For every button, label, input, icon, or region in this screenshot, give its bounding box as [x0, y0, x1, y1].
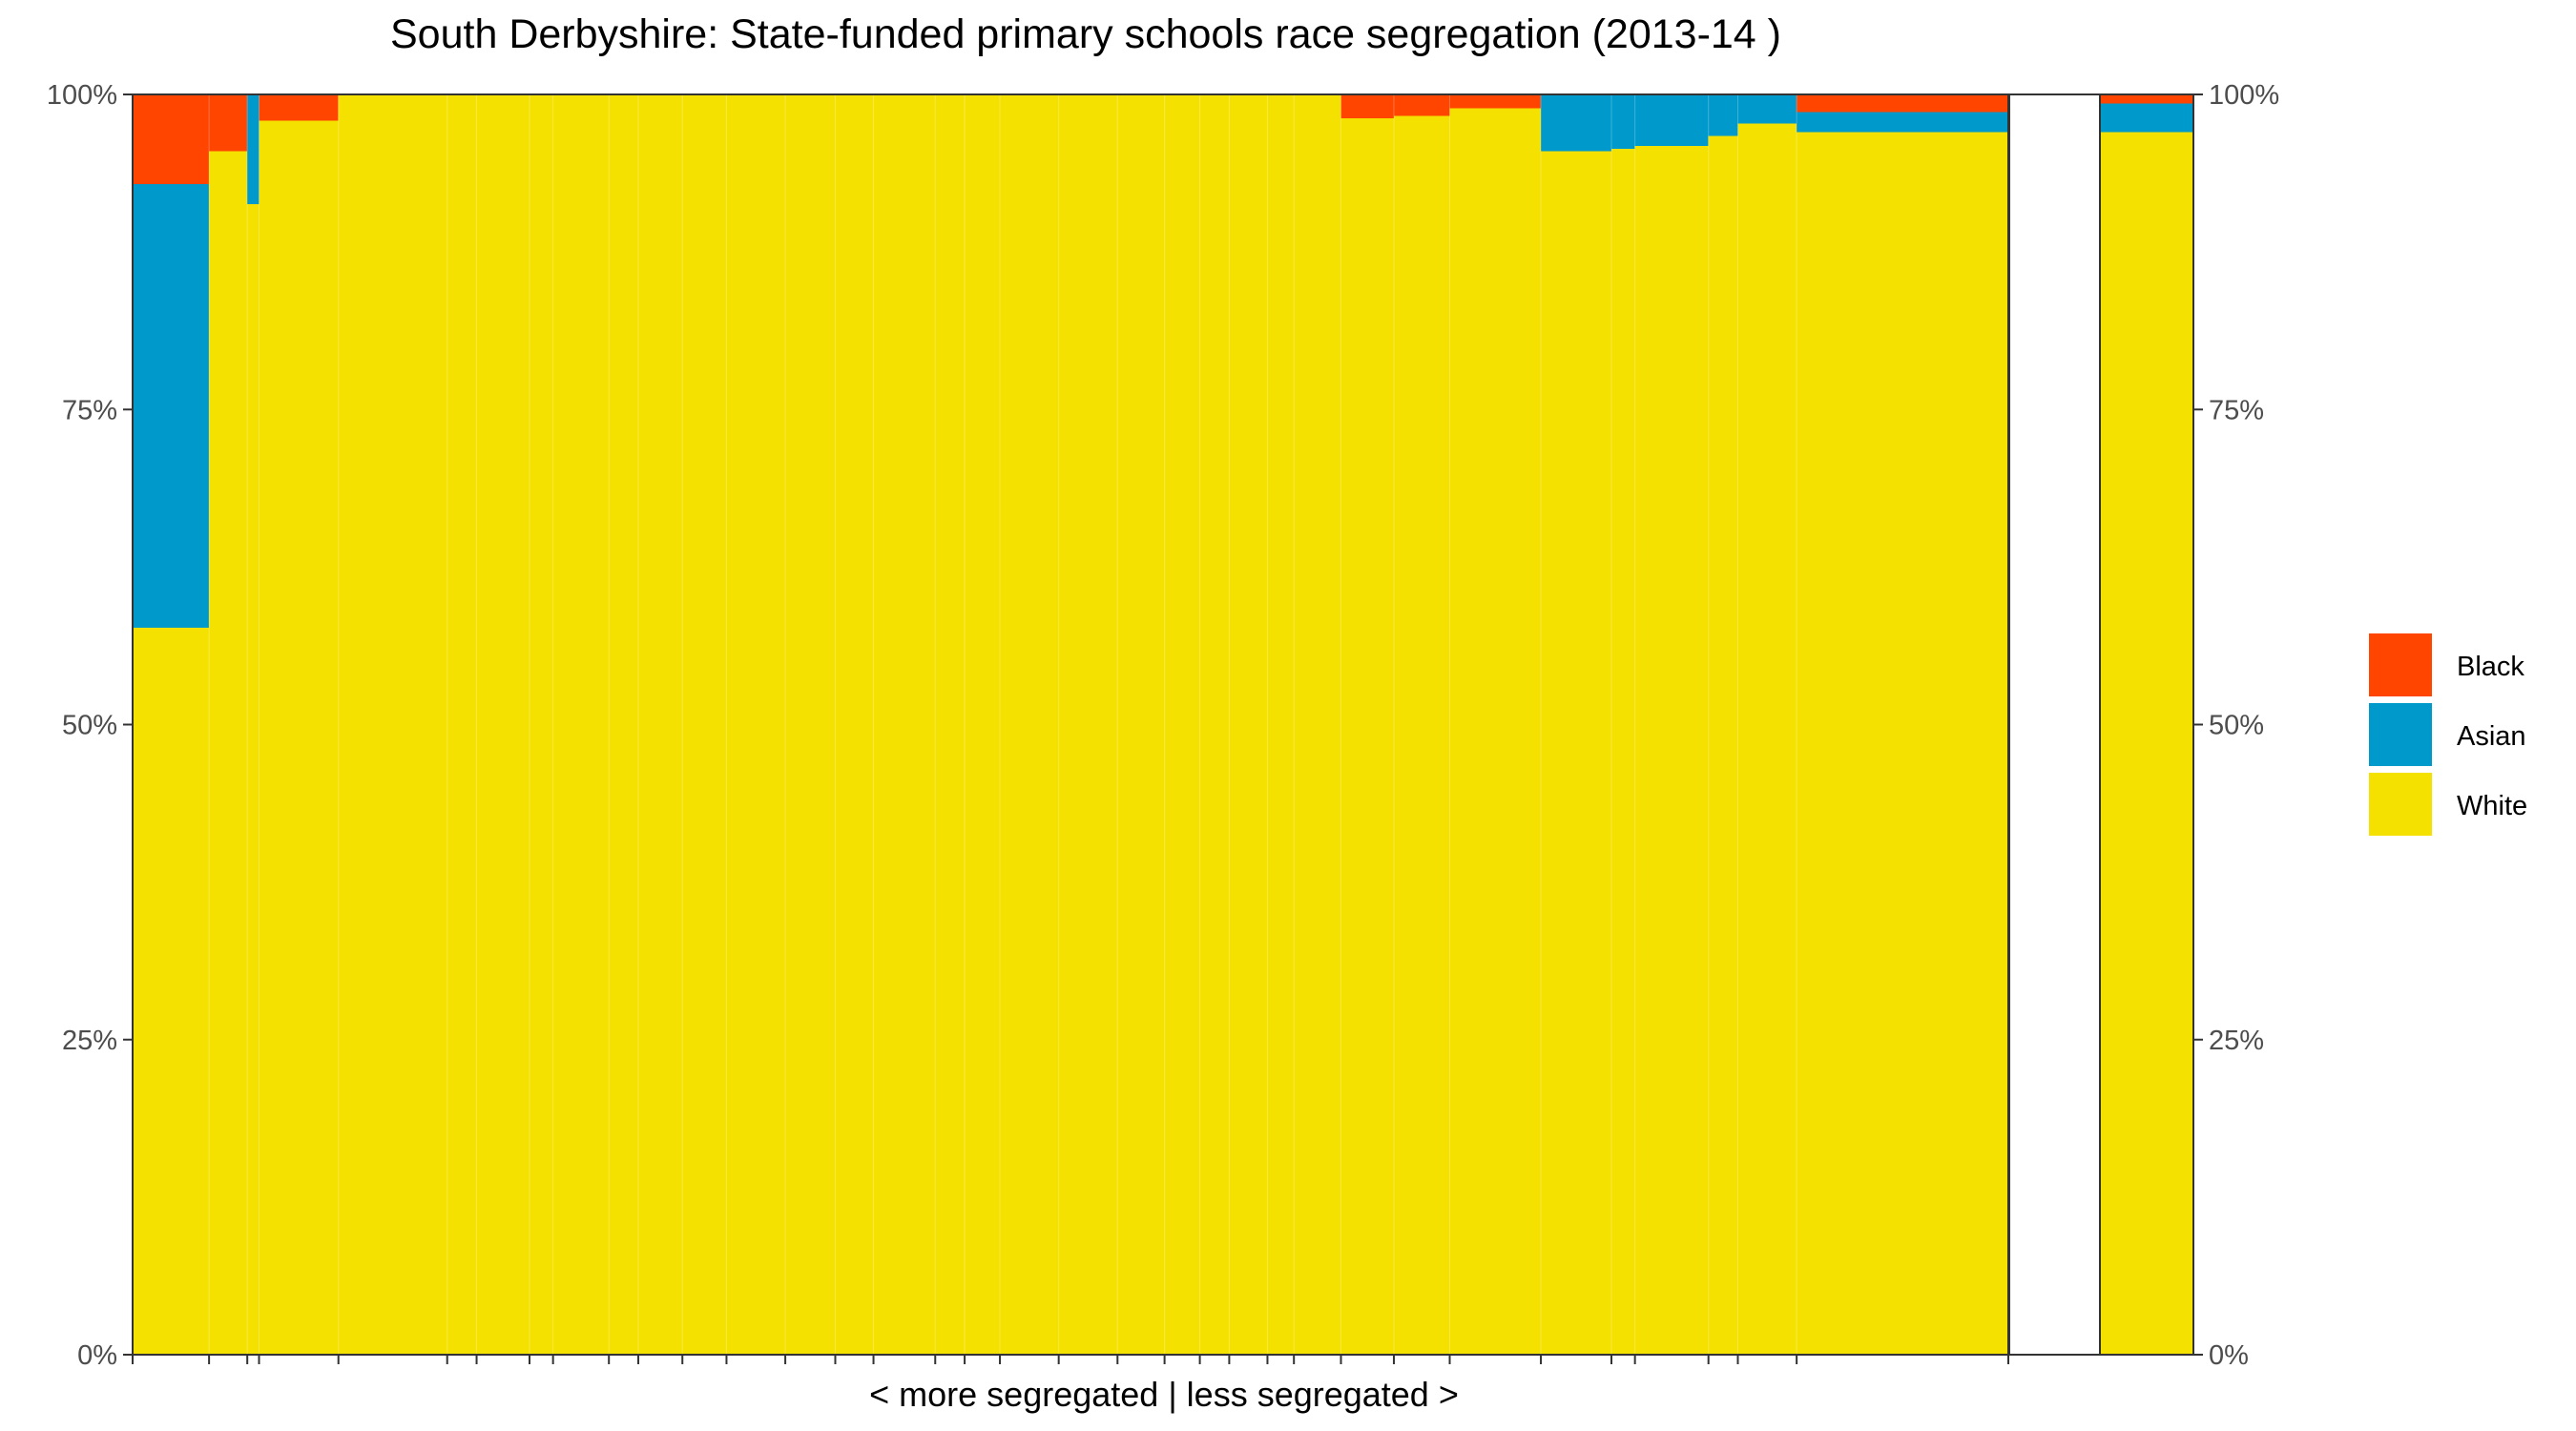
chart-title: South Derbyshire: State-funded primary s…	[390, 11, 1781, 57]
school-bar-5-white-segment	[447, 94, 477, 1355]
school-bar-31-white-segment	[1634, 146, 1709, 1355]
legend: Black Asian White	[2369, 633, 2527, 836]
school-bar-23-white-segment	[1229, 94, 1268, 1355]
school-bar-28-black-segment	[1449, 94, 1542, 109]
y-tick-label: 50%	[62, 711, 117, 741]
school-bar-3-black-segment	[259, 94, 339, 121]
y-tick-label: 0%	[2209, 1340, 2249, 1371]
school-bar-29-white-segment	[1541, 151, 1611, 1356]
school-bar-22-white-segment	[1199, 94, 1230, 1355]
y-tick-label: 25%	[2209, 1026, 2264, 1056]
school-bar-9-white-segment	[609, 94, 639, 1355]
school-bar-33-white-segment	[1737, 123, 1797, 1355]
y-tick-label: 75%	[2209, 395, 2264, 425]
school-bar-31-asian-segment	[1634, 94, 1709, 147]
legend-label-asian: Asian	[2457, 721, 2526, 752]
school-bar-0-asian-segment	[133, 183, 210, 628]
gap-panel-border	[2008, 93, 2101, 1356]
y-tick-label: 75%	[62, 395, 117, 425]
y-axis-left: 0% 25% 50% 75% 100%	[47, 80, 133, 1371]
school-bar-17-white-segment	[965, 94, 1001, 1355]
school-bar-25-white-segment	[1294, 94, 1341, 1355]
school-bar-27-white-segment	[1393, 115, 1450, 1356]
legend-key-black	[2369, 633, 2432, 696]
school-bar-30-white-segment	[1611, 148, 1635, 1355]
school-bar-20-white-segment	[1117, 94, 1165, 1355]
school-bars	[133, 94, 2008, 1356]
school-bar-26-white-segment	[1340, 118, 1394, 1356]
y-tick-label: 100%	[2209, 80, 2279, 111]
school-bar-2-white-segment	[247, 203, 260, 1356]
school-bar-3-white-segment	[259, 120, 339, 1356]
school-bar-14-white-segment	[835, 94, 874, 1355]
x-axis-title: < more segregated | less segregated >	[869, 1375, 1459, 1414]
school-bar-11-white-segment	[682, 94, 727, 1355]
school-bar-32-asian-segment	[1708, 94, 1738, 136]
school-bar-26-black-segment	[1340, 94, 1394, 119]
school-bar-34-asian-segment	[1797, 112, 2008, 133]
school-bar-1-black-segment	[209, 94, 248, 152]
overall-bar-white-segment	[2100, 132, 2193, 1355]
school-bar-6-white-segment	[476, 94, 530, 1355]
overall-bar	[2100, 94, 2193, 1355]
legend-key-asian	[2369, 703, 2432, 766]
school-bar-34-white-segment	[1797, 132, 2008, 1355]
school-bar-18-white-segment	[1000, 94, 1059, 1355]
school-bar-12-white-segment	[726, 94, 786, 1355]
legend-label-black: Black	[2457, 652, 2524, 682]
school-bar-28-white-segment	[1449, 108, 1542, 1355]
school-bar-0-white-segment	[133, 627, 210, 1355]
school-bar-10-white-segment	[638, 94, 683, 1355]
x-axis-ticks	[132, 1355, 2009, 1364]
school-bar-30-asian-segment	[1611, 94, 1635, 149]
overall-bar-black-segment	[2100, 94, 2193, 104]
overall-bar-asian-segment	[2100, 103, 2193, 133]
school-bar-13-white-segment	[785, 94, 836, 1355]
school-bar-1-white-segment	[209, 151, 248, 1356]
legend-label-white: White	[2457, 791, 2527, 821]
school-bar-21-white-segment	[1164, 94, 1200, 1355]
school-bar-24-white-segment	[1267, 94, 1295, 1355]
school-bar-33-asian-segment	[1737, 94, 1797, 124]
y-tick-label: 25%	[62, 1026, 117, 1056]
school-bar-2-asian-segment	[247, 94, 260, 204]
school-bar-4-white-segment	[338, 94, 447, 1355]
school-bar-29-asian-segment	[1541, 94, 1611, 152]
school-bar-8-white-segment	[552, 94, 610, 1355]
school-bar-19-white-segment	[1058, 94, 1118, 1355]
school-bar-27-black-segment	[1393, 94, 1450, 116]
school-bar-16-white-segment	[935, 94, 966, 1355]
y-tick-label: 50%	[2209, 711, 2264, 741]
y-tick-label: 100%	[47, 80, 117, 111]
school-bar-0-black-segment	[133, 94, 210, 184]
school-bar-34-black-segment	[1797, 94, 2008, 113]
legend-key-white	[2369, 773, 2432, 836]
school-bar-7-white-segment	[530, 94, 553, 1355]
school-bar-15-white-segment	[873, 94, 936, 1355]
y-axis-right: 0% 25% 50% 75% 100%	[2193, 80, 2279, 1371]
school-bar-32-white-segment	[1708, 135, 1738, 1356]
y-tick-label: 0%	[77, 1340, 117, 1371]
